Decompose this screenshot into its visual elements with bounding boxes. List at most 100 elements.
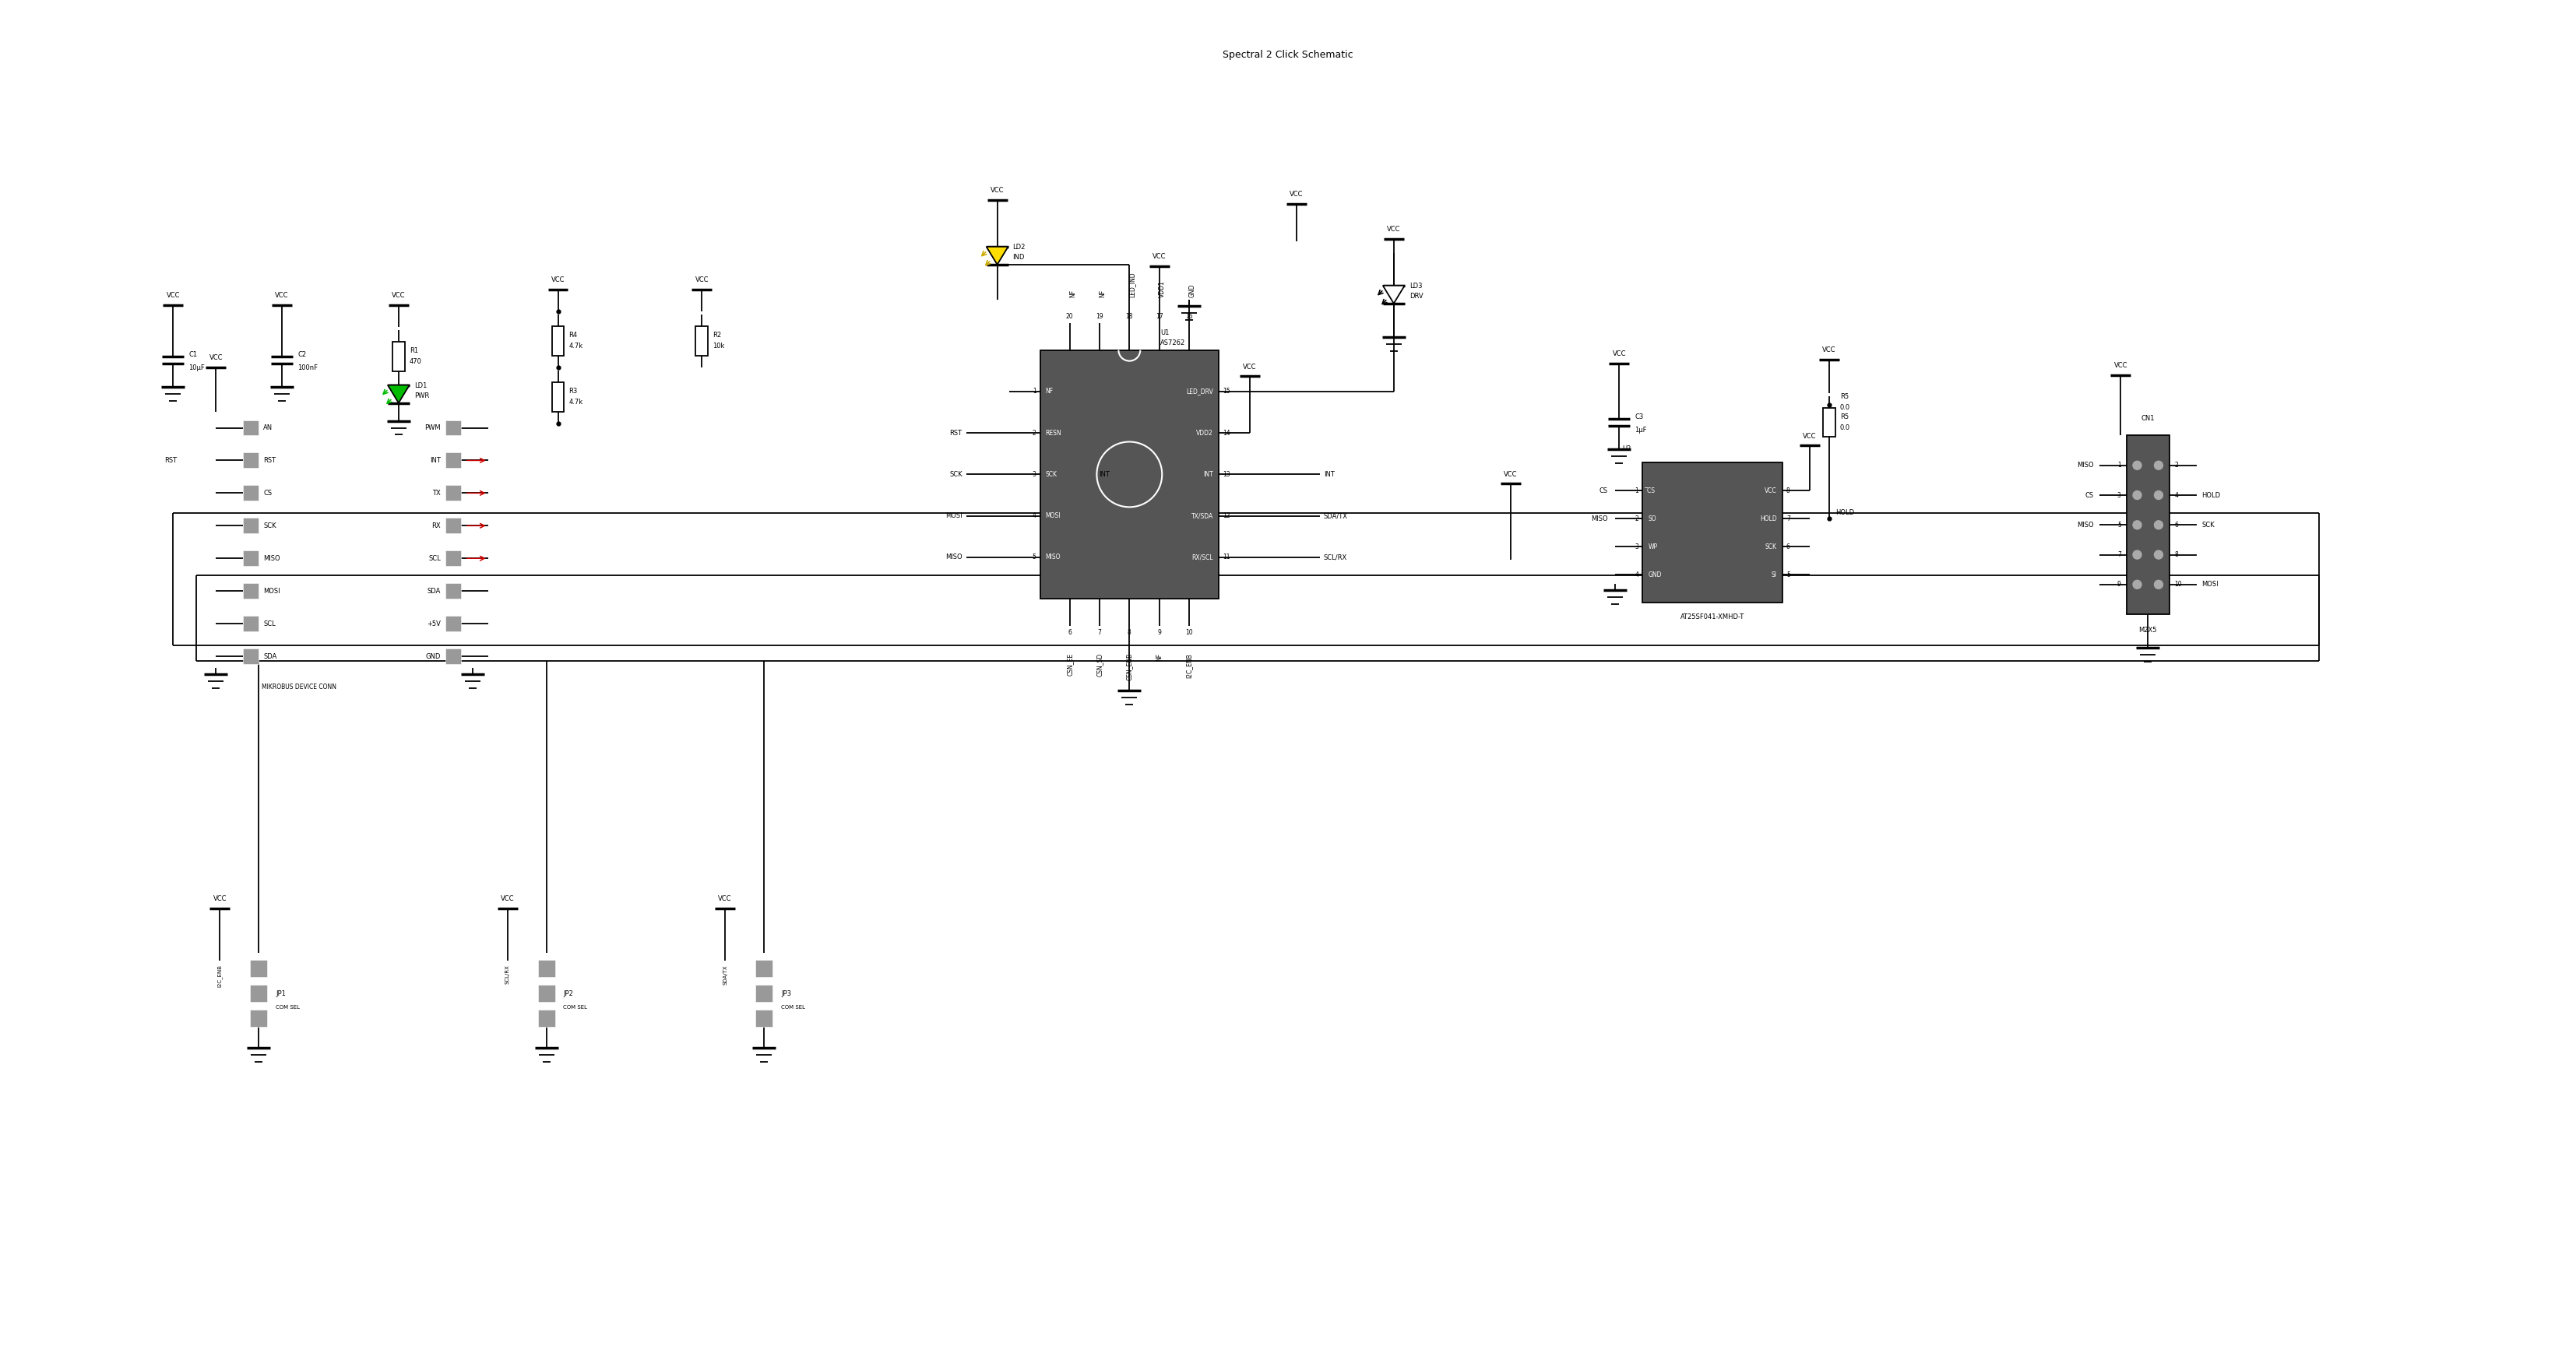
Text: 8: 8 bbox=[1785, 487, 1790, 494]
Text: 2: 2 bbox=[2174, 462, 2179, 468]
Text: COM SEL: COM SEL bbox=[781, 1005, 806, 1010]
Text: SCK: SCK bbox=[1765, 544, 1777, 551]
Text: VCC: VCC bbox=[1151, 253, 1167, 260]
Bar bbox=[392, 342, 404, 371]
Text: AS7262: AS7262 bbox=[1162, 339, 1185, 346]
Text: SDA: SDA bbox=[428, 587, 440, 595]
Text: 7: 7 bbox=[1097, 629, 1103, 635]
Bar bbox=[242, 551, 258, 567]
Text: 18: 18 bbox=[1126, 314, 1133, 320]
Text: RST: RST bbox=[951, 429, 963, 436]
Bar bbox=[1643, 463, 1783, 603]
Text: R5: R5 bbox=[1839, 413, 1850, 420]
Text: R3: R3 bbox=[569, 388, 577, 394]
Text: 11: 11 bbox=[1224, 553, 1231, 561]
Text: 15: 15 bbox=[1224, 388, 1231, 394]
Text: RESN: RESN bbox=[1046, 429, 1061, 436]
Text: 1: 1 bbox=[1636, 487, 1638, 494]
Text: MISO: MISO bbox=[1046, 553, 1061, 561]
Circle shape bbox=[2154, 491, 2164, 499]
Text: VCC: VCC bbox=[1244, 363, 1257, 370]
Text: HOLD: HOLD bbox=[2202, 491, 2221, 498]
Text: INT: INT bbox=[1203, 471, 1213, 478]
Text: SDA/TX: SDA/TX bbox=[1324, 513, 1347, 520]
Text: CSN_SD: CSN_SD bbox=[1097, 653, 1103, 677]
Text: SCL: SCL bbox=[428, 555, 440, 561]
Text: VCC: VCC bbox=[1613, 350, 1625, 358]
Text: 17: 17 bbox=[1157, 314, 1162, 320]
Text: 4: 4 bbox=[1636, 571, 1638, 579]
Text: VCC: VCC bbox=[214, 895, 227, 902]
Text: SDA/TX: SDA/TX bbox=[724, 965, 726, 985]
Bar bbox=[538, 1010, 554, 1027]
Bar bbox=[446, 518, 461, 533]
Text: WP: WP bbox=[1649, 544, 1656, 551]
Bar bbox=[1041, 350, 1218, 599]
Text: PWM: PWM bbox=[425, 424, 440, 431]
Text: C1: C1 bbox=[188, 351, 198, 358]
Bar bbox=[242, 616, 258, 631]
Text: CN1: CN1 bbox=[2141, 415, 2154, 421]
Text: VDD1: VDD1 bbox=[1159, 280, 1167, 297]
Text: 3: 3 bbox=[1636, 544, 1638, 551]
Text: MOSI: MOSI bbox=[2202, 581, 2218, 588]
Text: 1μF: 1μF bbox=[1636, 427, 1646, 433]
Text: 10μF: 10μF bbox=[188, 365, 206, 371]
Bar bbox=[446, 452, 461, 468]
Text: HOLD: HOLD bbox=[1834, 509, 1855, 516]
Text: HOLD: HOLD bbox=[1759, 516, 1777, 522]
Text: VCC: VCC bbox=[2115, 362, 2128, 369]
Bar bbox=[446, 616, 461, 631]
Text: R2: R2 bbox=[714, 331, 721, 339]
Text: 2: 2 bbox=[1033, 429, 1036, 436]
Text: CSN_ENB: CSN_ENB bbox=[1126, 653, 1133, 681]
Text: MOSI: MOSI bbox=[945, 513, 963, 520]
Text: SCL/RX: SCL/RX bbox=[505, 965, 510, 984]
Text: I2C_ENB: I2C_ENB bbox=[1185, 653, 1193, 678]
Text: RST: RST bbox=[165, 456, 178, 464]
Circle shape bbox=[2154, 551, 2164, 559]
Text: 6: 6 bbox=[1785, 544, 1790, 551]
Text: MISO: MISO bbox=[2076, 521, 2094, 529]
Text: 13: 13 bbox=[1224, 471, 1231, 478]
Text: CSN_EE: CSN_EE bbox=[1066, 653, 1074, 676]
Text: +5V: +5V bbox=[428, 621, 440, 627]
Circle shape bbox=[2133, 551, 2141, 559]
Text: VCC: VCC bbox=[1504, 471, 1517, 478]
Text: SCK: SCK bbox=[1046, 471, 1056, 478]
Bar bbox=[446, 486, 461, 501]
Text: NF: NF bbox=[1157, 653, 1162, 661]
Text: NF: NF bbox=[1046, 388, 1054, 394]
Text: 3: 3 bbox=[2117, 491, 2120, 498]
Text: I2C_ENB: I2C_ENB bbox=[216, 965, 222, 988]
Text: 8: 8 bbox=[2174, 552, 2179, 559]
Bar bbox=[242, 420, 258, 436]
Text: VCC: VCC bbox=[1765, 487, 1777, 494]
Bar bbox=[242, 518, 258, 533]
Text: SDA: SDA bbox=[263, 653, 276, 660]
Text: VCC: VCC bbox=[1386, 226, 1401, 233]
Text: Spectral 2 Click Schematic: Spectral 2 Click Schematic bbox=[1224, 50, 1352, 59]
Text: VCC: VCC bbox=[1803, 433, 1816, 440]
Text: TX/SDA: TX/SDA bbox=[1190, 513, 1213, 520]
Bar bbox=[696, 326, 708, 355]
Bar bbox=[551, 382, 564, 412]
Text: 4.7k: 4.7k bbox=[569, 398, 582, 405]
Text: SCK: SCK bbox=[2202, 521, 2215, 529]
Text: ̅CS: ̅CS bbox=[1649, 487, 1656, 494]
Text: 0.0: 0.0 bbox=[1839, 404, 1850, 411]
Text: 5: 5 bbox=[1033, 553, 1036, 561]
Bar bbox=[250, 1010, 268, 1027]
Text: SI: SI bbox=[1772, 571, 1777, 579]
Circle shape bbox=[2133, 521, 2141, 529]
Text: GND: GND bbox=[1188, 284, 1195, 297]
Text: 6: 6 bbox=[1069, 629, 1072, 635]
Text: 7: 7 bbox=[1785, 516, 1790, 522]
Text: LED_IND: LED_IND bbox=[1128, 272, 1136, 297]
Text: 4.7k: 4.7k bbox=[569, 343, 582, 350]
Text: MISO: MISO bbox=[1592, 516, 1607, 522]
Text: VCC: VCC bbox=[989, 187, 1005, 194]
Text: SCK: SCK bbox=[263, 522, 276, 529]
Text: MIKROBUS DEVICE CONN: MIKROBUS DEVICE CONN bbox=[263, 684, 337, 690]
Text: GND: GND bbox=[425, 653, 440, 660]
